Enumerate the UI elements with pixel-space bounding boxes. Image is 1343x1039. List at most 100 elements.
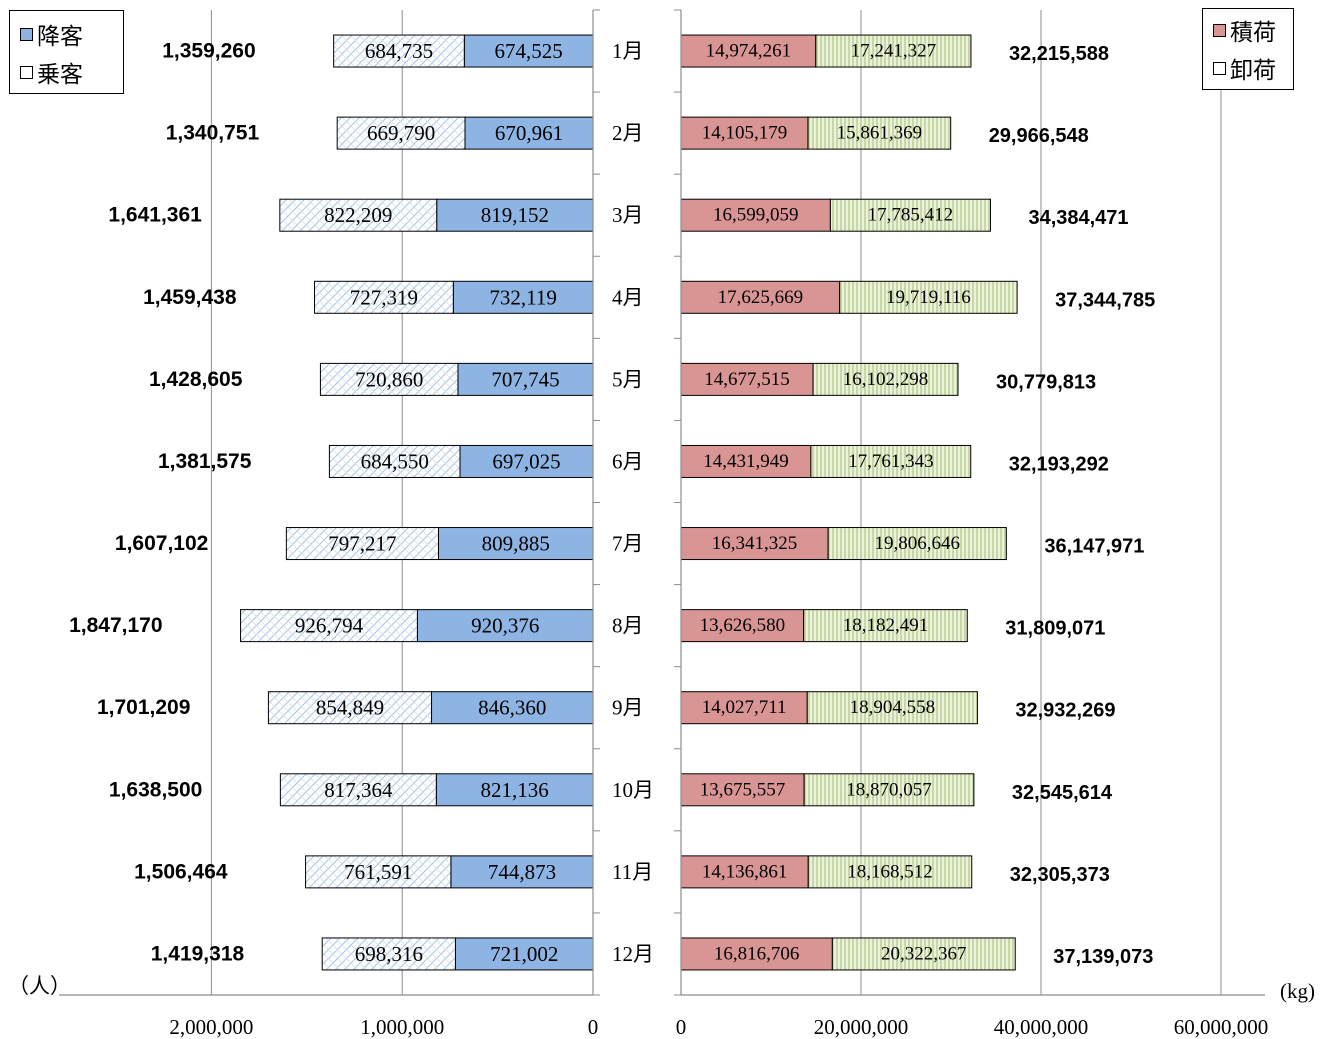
bar-alighting xyxy=(454,937,594,971)
category-label: 9月 xyxy=(612,696,644,720)
total-label-cargo: 37,139,073 xyxy=(1053,946,1153,968)
data-label-boarding: 684,550 xyxy=(361,449,429,473)
total-label-cargo: 37,344,785 xyxy=(1055,289,1155,311)
total-label-passengers: 1,428,605 xyxy=(149,368,243,391)
bar-unloaded xyxy=(807,855,973,889)
data-label-alighting: 721,002 xyxy=(490,942,558,966)
data-label-boarding: 698,316 xyxy=(355,942,423,966)
legend-swatch-loaded xyxy=(1213,23,1226,37)
legend-swatch-unloaded xyxy=(1213,61,1226,75)
data-label-loaded: 14,105,179 xyxy=(702,123,788,144)
data-label-boarding: 684,735 xyxy=(365,39,433,63)
bar-unloaded xyxy=(803,773,975,807)
total-label-cargo: 29,966,548 xyxy=(989,125,1089,147)
bar-unloaded xyxy=(812,362,959,396)
bar-loaded xyxy=(680,198,831,232)
total-label-passengers: 1,340,751 xyxy=(166,122,260,145)
total-label-passengers: 1,506,464 xyxy=(134,860,228,883)
bar-boarding xyxy=(267,691,433,725)
total-label-cargo: 34,384,471 xyxy=(1028,207,1128,229)
data-label-boarding: 854,849 xyxy=(316,696,384,720)
data-label-alighting: 819,152 xyxy=(481,203,549,227)
total-label-cargo: 32,932,269 xyxy=(1015,700,1115,722)
category-label: 7月 xyxy=(612,532,644,556)
bar-boarding xyxy=(279,198,438,232)
bar-alighting xyxy=(464,116,594,150)
category-label: 6月 xyxy=(612,449,644,473)
bar-boarding xyxy=(240,609,418,643)
data-label-loaded: 14,431,949 xyxy=(703,451,789,472)
data-label-unloaded: 17,241,327 xyxy=(851,41,937,62)
bar-alighting xyxy=(463,34,594,68)
bar-loaded xyxy=(680,362,814,396)
total-label-cargo: 32,193,292 xyxy=(1009,453,1109,475)
category-label: 3月 xyxy=(612,203,644,227)
total-label-cargo: 31,809,071 xyxy=(1005,618,1105,640)
legend-item-unloaded: 卸荷 xyxy=(1213,49,1293,87)
legend-cargo: 積荷 卸荷 xyxy=(1202,8,1294,90)
data-label-loaded: 16,816,706 xyxy=(714,943,800,964)
tick-label-cargo: 20,000,000 xyxy=(814,1015,909,1039)
data-label-boarding: 926,794 xyxy=(295,614,364,638)
data-label-unloaded: 18,904,558 xyxy=(850,697,936,718)
bar-boarding xyxy=(285,527,439,561)
bar-alighting xyxy=(457,362,594,396)
bar-boarding xyxy=(319,362,459,396)
bar-boarding xyxy=(336,116,466,150)
data-label-boarding: 720,860 xyxy=(355,367,423,391)
bar-unloaded xyxy=(807,116,952,150)
bar-boarding xyxy=(333,34,465,68)
legend-item-alighting: 降客 xyxy=(20,15,123,53)
data-label-unloaded: 18,870,057 xyxy=(846,779,932,800)
data-label-unloaded: 16,102,298 xyxy=(843,369,929,390)
total-label-passengers: 1,607,102 xyxy=(115,532,208,555)
bar-boarding xyxy=(321,937,456,971)
data-label-alighting: 732,119 xyxy=(489,285,556,309)
data-label-alighting: 846,360 xyxy=(478,696,546,720)
data-label-loaded: 14,027,711 xyxy=(702,697,787,718)
tick-label-cargo: 40,000,000 xyxy=(994,1015,1089,1039)
data-label-unloaded: 19,806,646 xyxy=(874,533,960,554)
data-label-loaded: 13,675,557 xyxy=(700,779,786,800)
total-label-passengers: 1,359,260 xyxy=(162,40,255,63)
bar-loaded xyxy=(680,937,833,971)
bar-alighting xyxy=(450,855,594,889)
gridlines xyxy=(210,10,1222,995)
axes xyxy=(59,9,1265,996)
legend-item-loaded: 積荷 xyxy=(1213,11,1293,49)
data-label-boarding: 669,790 xyxy=(367,121,435,145)
total-label-passengers: 1,419,318 xyxy=(151,942,245,965)
data-label-loaded: 14,974,261 xyxy=(706,41,792,62)
bars xyxy=(240,34,1018,971)
data-label-unloaded: 19,719,116 xyxy=(886,287,971,308)
bar-boarding xyxy=(279,773,437,807)
bar-loaded xyxy=(680,34,817,68)
legend-item-boarding: 乗客 xyxy=(20,53,123,91)
bar-unloaded xyxy=(806,691,978,725)
unit-label-passengers: （人） xyxy=(8,974,71,998)
data-label-loaded: 14,677,515 xyxy=(704,369,790,390)
bar-loaded xyxy=(680,527,829,561)
data-label-unloaded: 18,182,491 xyxy=(843,615,929,636)
unit-label-cargo: (kg) xyxy=(1280,979,1315,1003)
category-label: 10月 xyxy=(612,778,654,802)
data-label-loaded: 17,625,669 xyxy=(718,287,804,308)
total-label-passengers: 1,701,209 xyxy=(97,696,190,719)
data-label-loaded: 14,136,861 xyxy=(702,861,788,882)
category-label: 8月 xyxy=(612,614,644,638)
legend-swatch-alighting xyxy=(20,27,33,41)
bar-boarding xyxy=(328,444,461,478)
bar-loaded xyxy=(680,691,808,725)
legend-label-alighting: 降客 xyxy=(37,24,83,50)
data-label-unloaded: 20,322,367 xyxy=(881,943,967,964)
data-label-alighting: 821,136 xyxy=(481,778,549,802)
tick-label-cargo: 0 xyxy=(676,1015,687,1039)
bar-boarding xyxy=(305,855,452,889)
category-label: 4月 xyxy=(612,285,644,309)
bar-unloaded xyxy=(815,34,972,68)
data-label-boarding: 817,364 xyxy=(324,778,393,802)
bar-unloaded xyxy=(829,198,991,232)
bar-alighting xyxy=(416,609,594,643)
tick-label-passengers: 0 xyxy=(588,1015,599,1039)
